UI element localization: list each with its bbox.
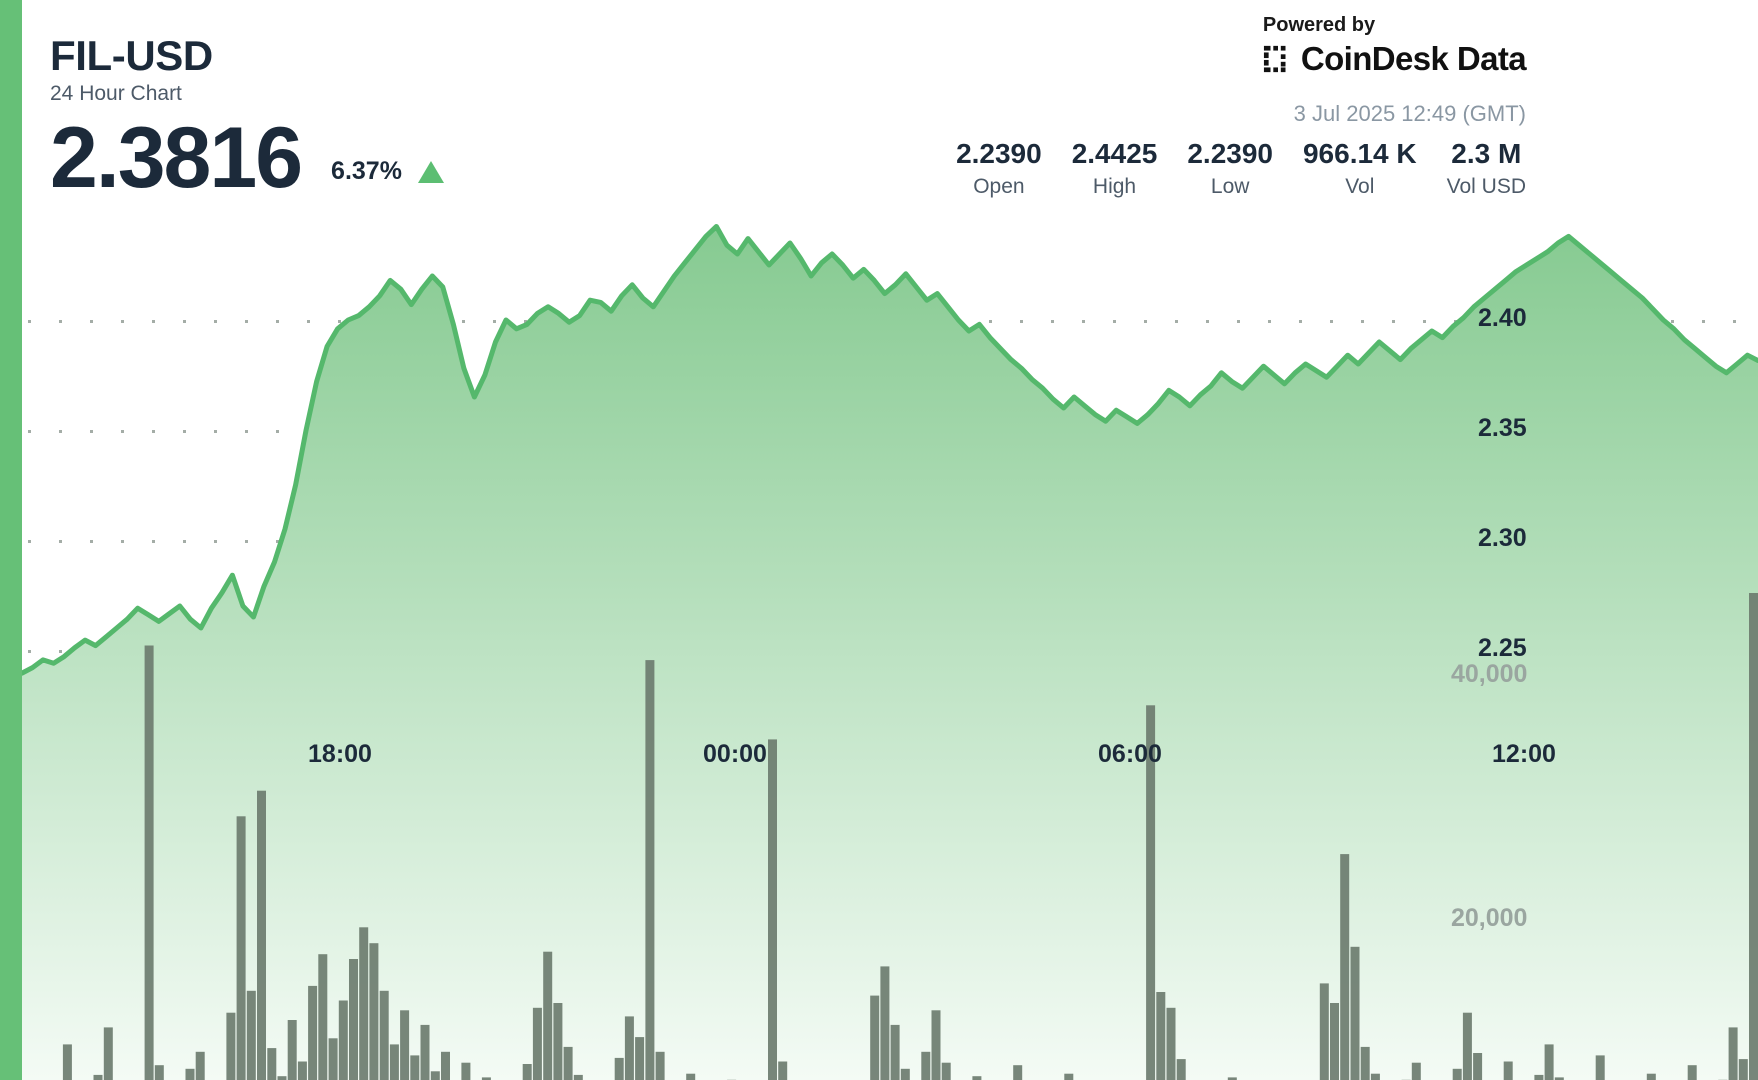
page-title: FIL-USD [50, 32, 213, 79]
ohlcv-stats: 2.2390 Open 2.4425 High 2.2390 Low 966.14 K Vol… [956, 137, 1526, 201]
price-row: 2.3816 6.37% [50, 112, 444, 204]
stat-value: 2.2390 [1187, 138, 1273, 169]
coindesk-bracket-icon [1263, 45, 1286, 73]
stat-high: 2.4425 High [1072, 137, 1158, 201]
stat-vol: 966.14 K Vol [1303, 137, 1417, 201]
stat-vol-usd: 2.3 M Vol USD [1447, 137, 1526, 201]
price-area-fill [22, 226, 1758, 1080]
stat-low: 2.2390 Low [1187, 137, 1273, 201]
stat-label: Open [973, 175, 1025, 198]
provider-name: CoinDesk Data [1300, 40, 1527, 77]
stat-value: 2.2390 [956, 138, 1042, 169]
stat-value: 2.4425 [1071, 138, 1158, 169]
volume-bars [62, 593, 1758, 1080]
provider-row[interactable]: CoinDesk Data [1263, 40, 1527, 77]
triangle-up-icon [417, 160, 444, 183]
stat-label: Vol [1345, 175, 1375, 198]
change-percent: 6.37% [331, 157, 402, 185]
price-change: 6.37% [331, 157, 444, 186]
stat-value: 2.3 M [1451, 138, 1522, 169]
powered-by-label: Powered by [1262, 14, 1376, 36]
stat-label: High [1092, 175, 1137, 198]
stat-label: Vol USD [1446, 175, 1526, 198]
accent-bar [0, 0, 22, 1080]
header-left: FIL-USD 24 Hour Chart 2.3816 6.37% [50, 34, 444, 204]
stat-value: 966.14 K [1302, 138, 1417, 169]
stat-label: Low [1210, 175, 1250, 198]
chart-subtitle: 24 Hour Chart [50, 82, 182, 105]
current-price: 2.3816 [50, 110, 303, 206]
branding: Powered by CoinDesk Data [1262, 12, 1527, 77]
price-line [19, 224, 1758, 676]
stat-open: 2.2390 Open [956, 137, 1042, 201]
timestamp: 3 Jul 2025 12:49 (GMT) [1293, 101, 1526, 126]
